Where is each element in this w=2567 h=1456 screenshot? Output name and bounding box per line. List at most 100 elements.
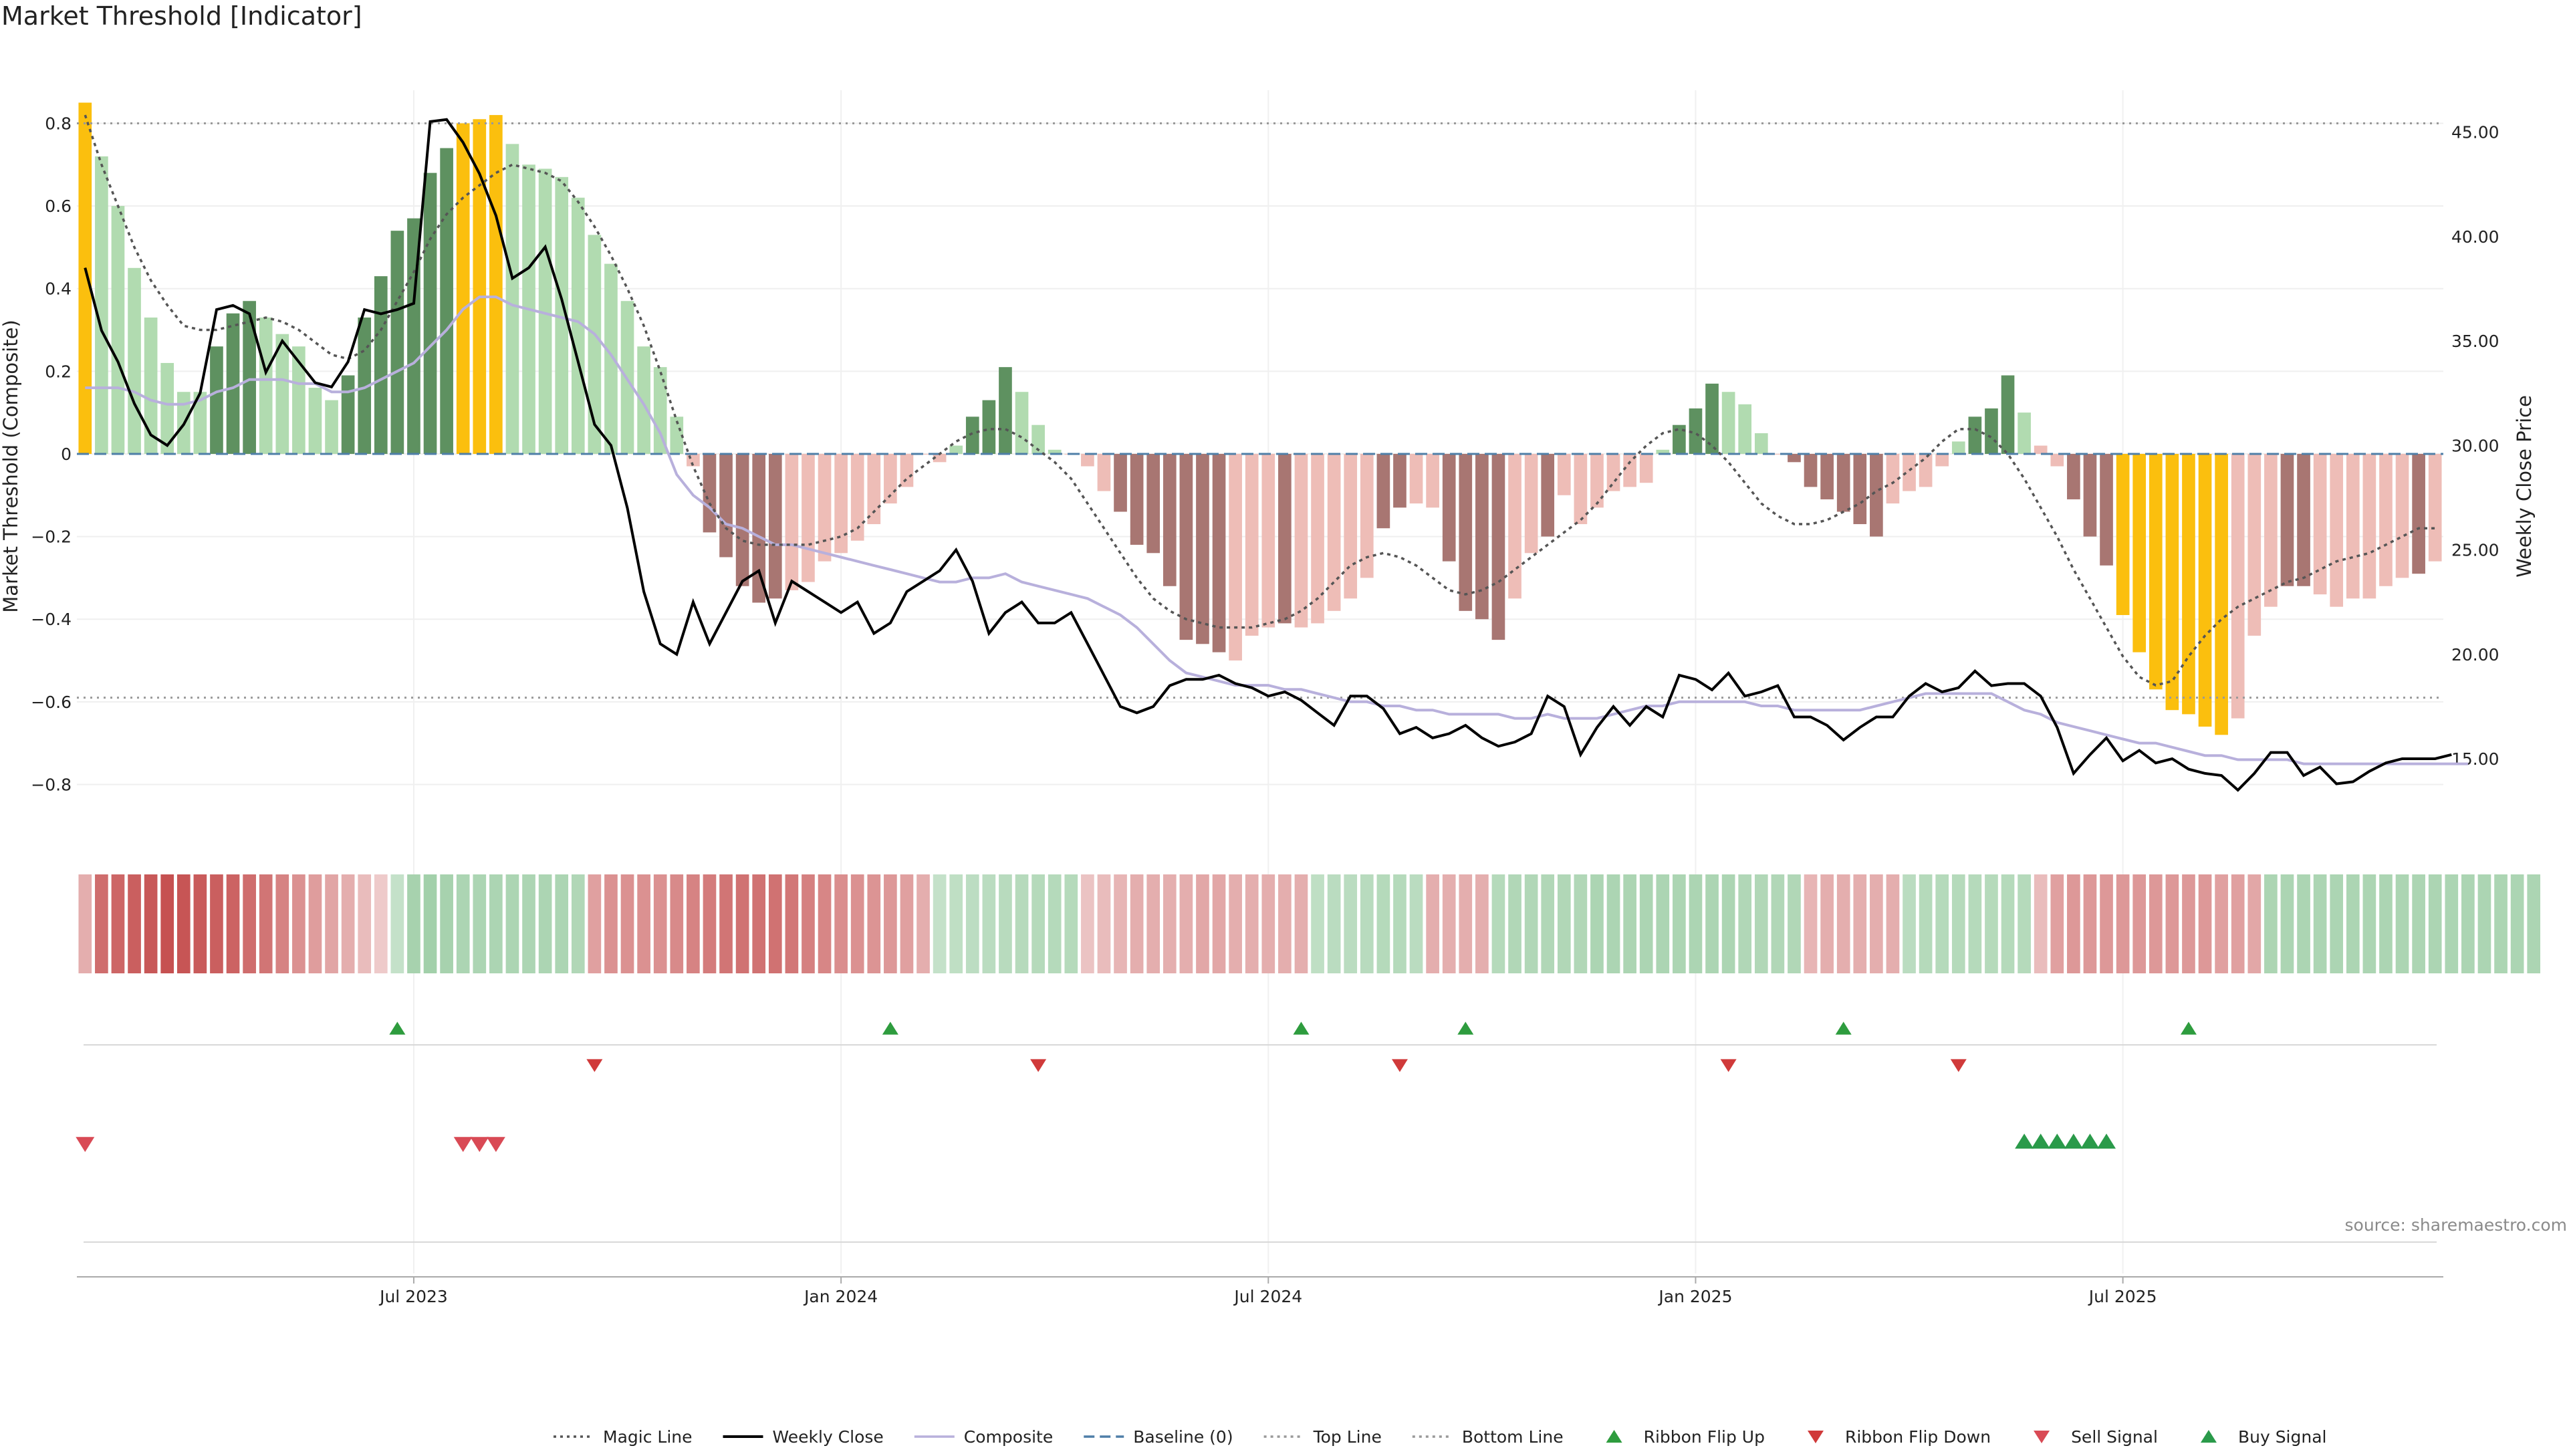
composite-bar — [423, 172, 437, 454]
composite-bar — [1853, 453, 1867, 525]
ribbon-flip-down-marker — [1391, 1059, 1408, 1072]
composite-bar — [834, 453, 848, 554]
sell-signal-marker — [76, 1136, 95, 1152]
composite-bar — [1574, 453, 1588, 525]
composite-bar — [1754, 433, 1768, 454]
legend-label: Ribbon Flip Up — [1644, 1427, 1765, 1447]
composite-bar — [1804, 453, 1818, 487]
ribbon-cell — [2132, 874, 2147, 973]
ribbon-cell — [2149, 874, 2163, 973]
composite-bar — [95, 156, 108, 454]
ribbon-cell — [2231, 874, 2245, 973]
ribbon-cell — [1015, 874, 1029, 973]
ribbon-cell — [1311, 874, 1324, 973]
ribbon-cell — [1623, 874, 1636, 973]
legend-label: Ribbon Flip Down — [1845, 1427, 1991, 1447]
line-series — [77, 114, 2468, 792]
ribbon-cell — [111, 874, 125, 973]
ribbon-flip-up-marker — [2180, 1021, 2197, 1035]
composite-bar — [1820, 453, 1834, 499]
ribbon-cell — [374, 874, 388, 973]
composite-bar — [1245, 453, 1259, 636]
composite-bar — [210, 346, 223, 454]
ribbon-cell — [1935, 874, 1949, 973]
composite-bar — [275, 334, 289, 454]
composite-bar — [538, 168, 552, 454]
y-tick-label: −0.6 — [31, 693, 72, 712]
ribbon-flip-down-marker — [1950, 1059, 1967, 1072]
ribbon-cell — [687, 874, 700, 973]
composite-bar — [2313, 453, 2327, 595]
ribbon-cell — [965, 874, 979, 973]
ribbon-cell — [949, 874, 963, 973]
ribbon-cell — [900, 874, 914, 973]
ribbon-cell — [768, 874, 782, 973]
sell-signal-marker — [470, 1136, 489, 1152]
ribbon-cell — [1836, 874, 1850, 973]
ribbon-cell — [1639, 874, 1653, 973]
x-tick-label: Jul 2023 — [378, 1287, 448, 1306]
composite-bar — [2182, 453, 2195, 715]
composite-bar — [949, 445, 963, 454]
ribbon-cell — [1048, 874, 1062, 973]
ribbon-cell — [538, 874, 552, 973]
composite-bar — [965, 416, 979, 454]
composite-bar — [2280, 453, 2294, 586]
ribbon-cell — [505, 874, 519, 973]
ribbon-cell — [292, 874, 305, 973]
ribbon-cell — [2362, 874, 2376, 973]
composite-bar — [1903, 453, 1916, 491]
composite-bar — [78, 102, 92, 454]
signal-rows — [76, 1021, 2437, 1243]
ribbon-cell — [2215, 874, 2228, 973]
ribbon-cell — [604, 874, 618, 973]
composite-bar — [2297, 453, 2310, 586]
ribbon-cell — [2445, 874, 2459, 973]
legend-label: Baseline (0) — [1133, 1427, 1233, 1447]
composite-bar — [1311, 453, 1324, 624]
ribbon-cell — [1738, 874, 1752, 973]
ribbon-cell — [719, 874, 733, 973]
composite-bar — [1606, 453, 1620, 491]
ribbon-cell — [456, 874, 470, 973]
ribbon-flip-up-marker — [389, 1021, 406, 1035]
ribbon-cell — [2165, 874, 2179, 973]
ribbon-cell — [1261, 874, 1275, 973]
composite-bar — [850, 453, 864, 541]
ribbon-cell — [325, 874, 338, 973]
ribbon-cell — [2379, 874, 2393, 973]
composite-bar — [1130, 453, 1144, 545]
composite-bar — [160, 362, 174, 454]
composite-bar — [1475, 453, 1489, 620]
ribbon-cell — [226, 874, 240, 973]
composite-bar — [2231, 453, 2245, 719]
magic-line — [84, 114, 2435, 687]
ribbon-cell — [818, 874, 832, 973]
ribbon-cell — [1886, 874, 1900, 973]
source-note: source: sharemaestro.com — [2344, 1215, 2567, 1235]
ribbon-cell — [2264, 874, 2278, 973]
composite-bar — [1081, 453, 1094, 467]
composite-bar — [637, 346, 650, 454]
composite-bar — [193, 392, 207, 454]
y2-tick-label: 25.00 — [2451, 541, 2499, 560]
composite-bar — [2132, 453, 2147, 652]
legend-label: Weekly Close — [773, 1427, 884, 1447]
ribbon-cell — [1853, 874, 1867, 973]
ribbon-cell — [752, 874, 766, 973]
legend-swatch — [2200, 1430, 2217, 1443]
ribbon-cell — [1721, 874, 1735, 973]
composite-bar — [2116, 453, 2130, 616]
composite-bar — [1459, 453, 1473, 611]
ribbon-cell — [1557, 874, 1571, 973]
composite-bar — [1097, 453, 1111, 491]
ribbon-cell — [2330, 874, 2344, 973]
ribbon-cell — [193, 874, 207, 973]
sell-signal-marker — [486, 1136, 505, 1152]
composite-bar — [1344, 453, 1358, 599]
ribbon-cell — [1541, 874, 1555, 973]
ribbon-cell — [1114, 874, 1127, 973]
composite-bar — [128, 267, 141, 454]
legend-swatch — [2034, 1431, 2050, 1443]
ribbon-cell — [2100, 874, 2113, 973]
